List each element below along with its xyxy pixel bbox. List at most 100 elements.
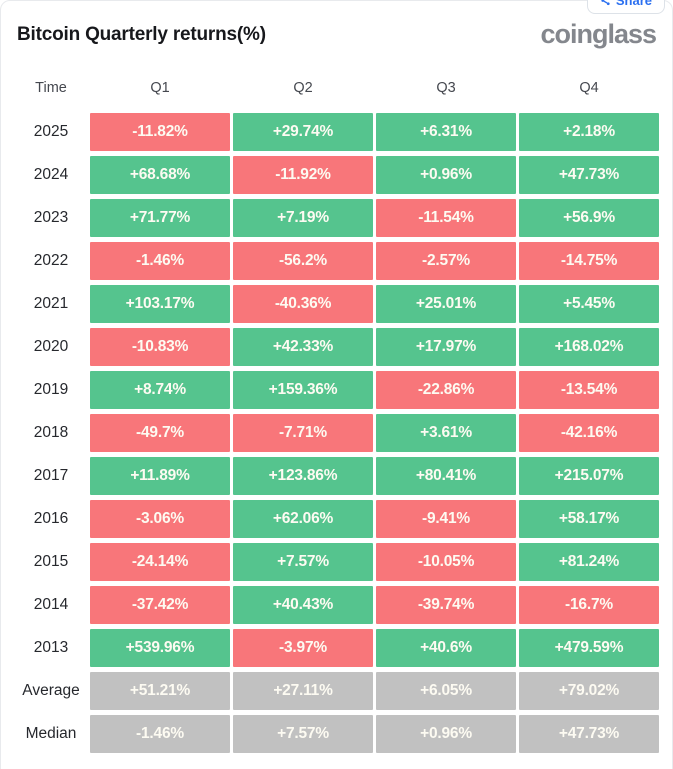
return-cell: +80.41% <box>376 457 516 495</box>
return-cell: -24.14% <box>90 543 230 581</box>
table-body: 2025 -11.82% +29.74% +6.31% +2.18% 2024 +68.68… <box>15 113 659 753</box>
share-button[interactable]: Share <box>586 0 665 14</box>
return-cell: +0.96% <box>376 715 516 753</box>
return-cell: +2.18% <box>519 113 659 151</box>
return-cell: +56.9% <box>519 199 659 237</box>
table-row: 2014 -37.42% +40.43% -39.74% -16.7% <box>15 586 659 624</box>
column-header-q2: Q2 <box>293 80 313 96</box>
return-cell: +25.01% <box>376 285 516 323</box>
return-cell: +40.43% <box>233 586 373 624</box>
return-cell: -13.54% <box>519 371 659 409</box>
return-cell: +0.96% <box>376 156 516 194</box>
return-cell: +11.89% <box>90 457 230 495</box>
return-cell: +539.96% <box>90 629 230 667</box>
table-row: 2016 -3.06% +62.06% -9.41% +58.17% <box>15 500 659 538</box>
return-cell: -16.7% <box>519 586 659 624</box>
row-time-label: Median <box>25 725 77 742</box>
return-cell: +8.74% <box>90 371 230 409</box>
return-cell: -3.97% <box>233 629 373 667</box>
table-row: 2024 +68.68% -11.92% +0.96% +47.73% <box>15 156 659 194</box>
row-time-label: 2021 <box>33 295 69 312</box>
return-cell: +215.07% <box>519 457 659 495</box>
return-cell: -7.71% <box>233 414 373 452</box>
return-cell: +71.77% <box>90 199 230 237</box>
return-cell: -42.16% <box>519 414 659 452</box>
return-cell: -2.57% <box>376 242 516 280</box>
return-cell: +58.17% <box>519 500 659 538</box>
return-cell: -49.7% <box>90 414 230 452</box>
return-cell: -1.46% <box>90 715 230 753</box>
return-cell: +7.57% <box>233 543 373 581</box>
table-row: 2013 +539.96% -3.97% +40.6% +479.59% <box>15 629 659 667</box>
row-time-label: 2025 <box>33 123 69 140</box>
coinglass-logo: coinglass <box>540 19 657 49</box>
table-header-row: Time Q1 Q2 Q3 Q4 <box>15 78 659 98</box>
table-row: 2023 +71.77% +7.19% -11.54% +56.9% <box>15 199 659 237</box>
table-row: 2025 -11.82% +29.74% +6.31% +2.18% <box>15 113 659 151</box>
return-cell: +7.57% <box>233 715 373 753</box>
return-cell: -1.46% <box>90 242 230 280</box>
return-cell: -11.54% <box>376 199 516 237</box>
return-cell: -9.41% <box>376 500 516 538</box>
table-row: Median -1.46% +7.57% +0.96% +47.73% <box>15 715 659 753</box>
return-cell: -10.83% <box>90 328 230 366</box>
column-header-q3: Q3 <box>436 80 456 96</box>
row-time-label: 2018 <box>33 424 69 441</box>
return-cell: -39.74% <box>376 586 516 624</box>
return-cell: +17.97% <box>376 328 516 366</box>
row-time-label: 2014 <box>33 596 69 613</box>
table-row: 2017 +11.89% +123.86% +80.41% +215.07% <box>15 457 659 495</box>
table-row: 2018 -49.7% -7.71% +3.61% -42.16% <box>15 414 659 452</box>
return-cell: +123.86% <box>233 457 373 495</box>
return-cell: +79.02% <box>519 672 659 710</box>
return-cell: +7.19% <box>233 199 373 237</box>
row-time-label: Average <box>22 682 80 699</box>
return-cell: +6.05% <box>376 672 516 710</box>
return-cell: +479.59% <box>519 629 659 667</box>
return-cell: -11.82% <box>90 113 230 151</box>
page-title: Bitcoin Quarterly returns(%) <box>17 23 266 45</box>
table-row: 2019 +8.74% +159.36% -22.86% -13.54% <box>15 371 659 409</box>
return-cell: +168.02% <box>519 328 659 366</box>
returns-table: Time Q1 Q2 Q3 Q4 2025 -11.82% +29.74% +6.31… <box>1 78 672 753</box>
row-time-label: 2016 <box>33 510 69 527</box>
column-header-time: Time <box>35 80 67 96</box>
share-button-label: Share <box>615 0 652 8</box>
table-row: Average +51.21% +27.11% +6.05% +79.02% <box>15 672 659 710</box>
return-cell: -3.06% <box>90 500 230 538</box>
table-row: 2020 -10.83% +42.33% +17.97% +168.02% <box>15 328 659 366</box>
return-cell: -14.75% <box>519 242 659 280</box>
table-row: 2022 -1.46% -56.2% -2.57% -14.75% <box>15 242 659 280</box>
return-cell: -22.86% <box>376 371 516 409</box>
row-time-label: 2015 <box>33 553 69 570</box>
return-cell: +62.06% <box>233 500 373 538</box>
return-cell: -40.36% <box>233 285 373 323</box>
return-cell: +81.24% <box>519 543 659 581</box>
return-cell: +5.45% <box>519 285 659 323</box>
return-cell: +68.68% <box>90 156 230 194</box>
return-cell: +47.73% <box>519 715 659 753</box>
row-time-label: 2022 <box>33 252 69 269</box>
row-time-label: 2023 <box>33 209 69 226</box>
return-cell: +6.31% <box>376 113 516 151</box>
row-time-label: 2017 <box>33 467 69 484</box>
row-time-label: 2019 <box>33 381 69 398</box>
return-cell: +159.36% <box>233 371 373 409</box>
return-cell: +51.21% <box>90 672 230 710</box>
return-cell: +47.73% <box>519 156 659 194</box>
table-row: 2021 +103.17% -40.36% +25.01% +5.45% <box>15 285 659 323</box>
share-icon <box>600 0 611 6</box>
return-cell: -11.92% <box>233 156 373 194</box>
return-cell: +3.61% <box>376 414 516 452</box>
row-time-label: 2020 <box>33 338 69 355</box>
table-row: 2015 -24.14% +7.57% -10.05% +81.24% <box>15 543 659 581</box>
return-cell: +103.17% <box>90 285 230 323</box>
return-cell: +40.6% <box>376 629 516 667</box>
column-header-q4: Q4 <box>579 80 599 96</box>
return-cell: -56.2% <box>233 242 373 280</box>
return-cell: +27.11% <box>233 672 373 710</box>
return-cell: -10.05% <box>376 543 516 581</box>
return-cell: +42.33% <box>233 328 373 366</box>
column-header-q1: Q1 <box>150 80 170 96</box>
